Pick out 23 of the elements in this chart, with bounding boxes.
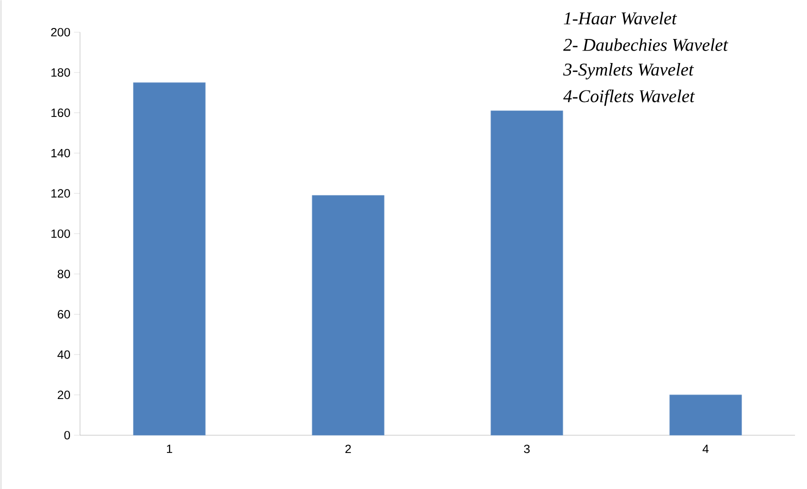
x-tick-label: 3 <box>524 444 530 453</box>
bar <box>669 394 742 436</box>
x-tick-label: 2 <box>345 444 351 453</box>
y-tick-label: 40 <box>57 350 70 359</box>
bar <box>490 110 564 436</box>
y-tick-label: 160 <box>51 108 70 117</box>
text: 1-Haar Wavelet <box>564 12 677 24</box>
x-tick-label: 1 <box>166 444 172 453</box>
bar <box>133 82 206 436</box>
y-tick-label: 200 <box>51 28 70 36</box>
y-tick-label: 180 <box>51 68 70 77</box>
y-tick-label: 80 <box>58 270 70 278</box>
y-tick-label: 120 <box>51 188 70 198</box>
annotation: 3-Symlets Wavelet <box>563 62 694 80</box>
y-tick-label: 20 <box>58 390 70 399</box>
annotation: 2- Daubechies Wavelet <box>563 38 728 51</box>
x-tick-label: 4 <box>702 444 709 453</box>
y-tick-label: 0 <box>64 430 70 440</box>
y-tick-label: 100 <box>51 229 70 238</box>
y-tick-label: 140 <box>51 148 70 158</box>
annotation: 4-Coiflets Wavelet <box>563 89 695 106</box>
y-tick-label: 60 <box>58 310 70 318</box>
bar <box>312 195 384 436</box>
